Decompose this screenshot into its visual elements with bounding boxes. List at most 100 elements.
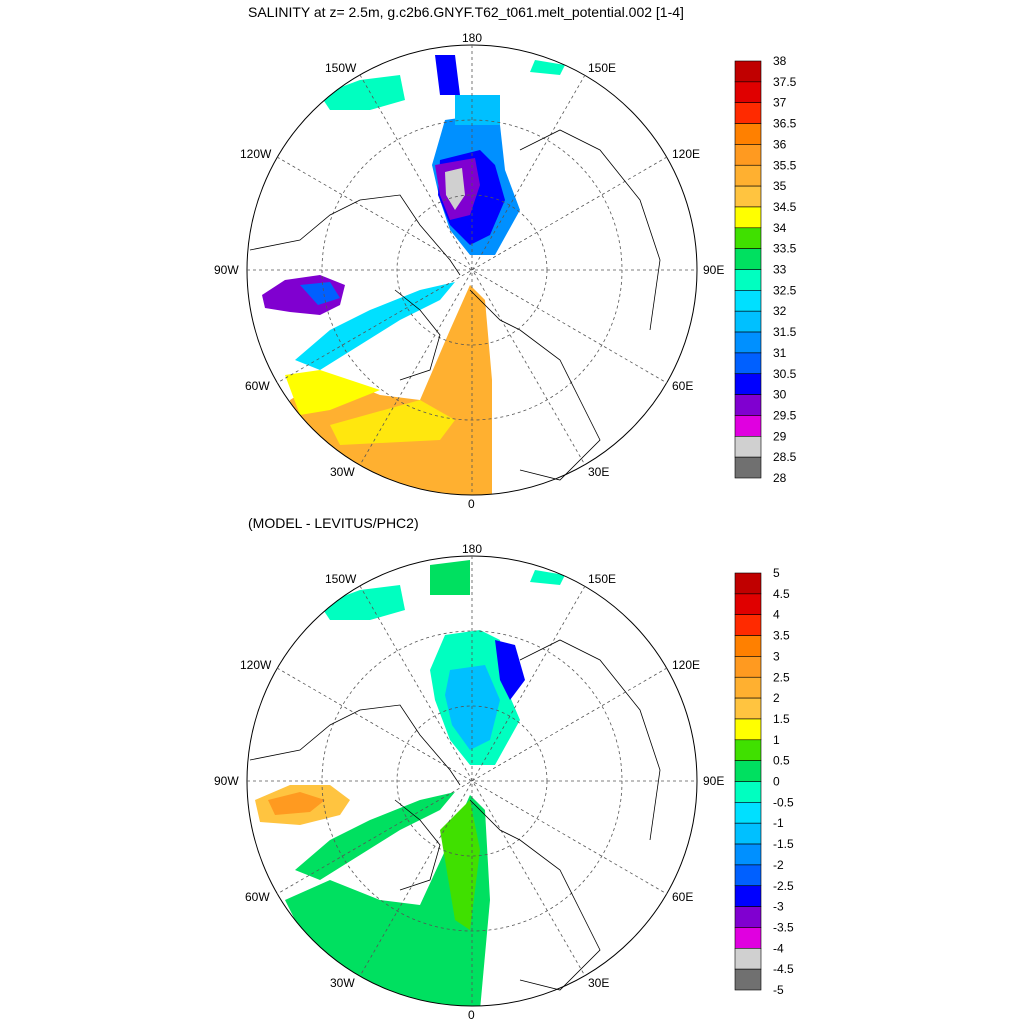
- colorbar-swatch: [734, 843, 762, 866]
- colorbar-tick-label: -5: [773, 983, 784, 997]
- graticule-bottom: [247, 556, 697, 1006]
- colorbar-tick-label: 4.5: [773, 587, 790, 601]
- colorbar-tick-label: 35: [773, 179, 787, 193]
- colorbar-bottom: 5 4.5 4 3.5 3 2.5 2 1.5 1 0.5 0 -0.5 -1 -1.5 -2 -2.5 -3 -…: [734, 566, 794, 997]
- colorbar-swatch: [734, 164, 762, 187]
- lon-label-180: 180: [462, 542, 482, 556]
- lon-label-120w: 120W: [240, 658, 272, 672]
- colorbar-tick-label: 29: [773, 429, 787, 443]
- bering-strait-region: [455, 95, 500, 125]
- lon-label-150w: 150W: [325, 61, 357, 75]
- colorbar-tick-label: 34: [773, 221, 787, 235]
- arctic-negative-anomaly: [445, 665, 500, 750]
- atlantic-salinity-region: [290, 285, 492, 495]
- lon-label-150e: 150E: [588, 61, 616, 75]
- colorbar-swatch: [734, 676, 762, 699]
- baffin-anomaly-region: [295, 792, 455, 880]
- colorbar-tick-label: -3: [773, 900, 784, 914]
- colorbar-swatch: [734, 415, 762, 437]
- colorbar-tick-label: 2.5: [773, 670, 790, 684]
- colorbar-tick-label: 36.5: [773, 117, 797, 131]
- colorbar-tick-label: 0.5: [773, 754, 790, 768]
- lon-label-120e: 120E: [672, 147, 700, 161]
- lon-label-30w: 30W: [330, 465, 355, 479]
- colorbar-swatch: [734, 81, 762, 103]
- lon-labels-bottom: 180 150E 120E 90E 60E 30E 0 30W 60W 90W …: [214, 542, 724, 1022]
- atlantic-anomaly-region: [285, 795, 490, 1006]
- colorbar-tick-label: 3: [773, 649, 780, 663]
- colorbar-swatch: [734, 885, 762, 907]
- colorbar-tick-label: 1.5: [773, 712, 790, 726]
- colorbar-tick-label: 34.5: [773, 200, 797, 214]
- colorbar-tick-label: 33: [773, 263, 787, 277]
- ocean-field-bottom: [255, 560, 565, 1006]
- colorbar-swatch: [734, 456, 762, 479]
- colorbar-tick-label: 28: [773, 471, 787, 485]
- colorbar-swatch: [734, 102, 762, 124]
- colorbar-tick-label: 37: [773, 96, 787, 110]
- panel-bottom-title: (MODEL - LEVITUS/PHC2): [248, 515, 419, 531]
- lon-label-150e: 150E: [588, 572, 616, 586]
- colorbar-swatch: [734, 864, 762, 887]
- colorbar-tick-label: 31: [773, 346, 787, 360]
- colorbar-swatch: [734, 290, 762, 312]
- labrador-sea-region: [285, 370, 380, 415]
- siberian-coast-anomaly: [530, 570, 565, 585]
- polar-map-bottom: 180 150E 120E 90E 60E 30E 0 30W 60W 90W …: [214, 542, 724, 1022]
- lon-label-60w: 60W: [245, 890, 270, 904]
- colorbar-tick-label: -1: [773, 816, 784, 830]
- lon-label-90w: 90W: [214, 263, 239, 277]
- siberian-coast-region: [530, 60, 565, 75]
- colorbar-tick-label: -1.5: [773, 837, 794, 851]
- pacific-coast-anomaly: [320, 585, 405, 620]
- colorbar-tick-label: 32.5: [773, 283, 797, 297]
- hudson-bay-core: [300, 282, 340, 305]
- bering-anomaly: [430, 560, 470, 595]
- colorbar-swatch: [734, 947, 762, 970]
- colorbar-tick-label: -0.5: [773, 795, 794, 809]
- colorbar-swatch: [734, 656, 762, 678]
- colorbar-swatch: [734, 968, 762, 991]
- colorbar-tick-label: 33.5: [773, 242, 797, 256]
- lon-label-30e: 30E: [588, 976, 609, 990]
- panel-top: SALINITY at z= 2.5m, g.c2b6.GNYF.T62_t06…: [214, 4, 797, 511]
- colorbar-swatch: [734, 635, 762, 657]
- colorbar-swatch: [734, 822, 762, 845]
- colorbar-swatch: [734, 435, 762, 458]
- colorbar-swatch: [734, 352, 762, 375]
- chukchi-region: [435, 55, 460, 95]
- colorbar-tick-label: 31.5: [773, 325, 797, 339]
- colorbar-swatch: [734, 248, 762, 270]
- colorbar-swatch: [734, 185, 762, 208]
- colorbar-tick-label: -4.5: [773, 962, 794, 976]
- colorbar-swatch: [734, 269, 762, 291]
- colorbar-swatch: [734, 760, 762, 782]
- lon-label-180: 180: [462, 31, 482, 45]
- graticule-top: [247, 45, 697, 495]
- colorbar-tick-label: -4: [773, 941, 784, 955]
- lon-label-120e: 120E: [672, 658, 700, 672]
- colorbar-tick-label: 37.5: [773, 75, 797, 89]
- lon-label-30w: 30W: [330, 976, 355, 990]
- colorbar-tick-label: -2.5: [773, 879, 794, 893]
- lon-label-60e: 60E: [672, 890, 693, 904]
- lon-label-0: 0: [468, 497, 475, 511]
- polar-map-top: 180 150E 120E 90E 60E 30E 0 30W 60W 90W …: [214, 31, 724, 511]
- panel-top-title: SALINITY at z= 2.5m, g.c2b6.GNYF.T62_t06…: [248, 4, 684, 20]
- pacific-coast-region: [320, 75, 405, 110]
- colorbar-tick-label: 1: [773, 733, 780, 747]
- colorbar-swatch: [734, 373, 762, 395]
- colorbar-swatch: [734, 331, 762, 354]
- colorbar-top: 38 37.5 37 36.5 36 35.5 35 34.5 34 33.5 33 32.5 32 31…: [734, 54, 797, 485]
- colorbar-tick-label: 32: [773, 304, 787, 318]
- colorbar-tick-label: 38: [773, 54, 787, 68]
- colorbar-swatch: [734, 144, 762, 166]
- colorbar-swatch: [734, 593, 762, 615]
- norwegian-sea-anomaly: [440, 800, 480, 930]
- panel-bottom: (MODEL - LEVITUS/PHC2): [214, 515, 794, 1022]
- colorbar-swatch: [734, 781, 762, 803]
- hudson-bay-positive-core: [268, 792, 325, 815]
- colorbar-tick-label: 3.5: [773, 629, 790, 643]
- lon-label-150w: 150W: [325, 572, 357, 586]
